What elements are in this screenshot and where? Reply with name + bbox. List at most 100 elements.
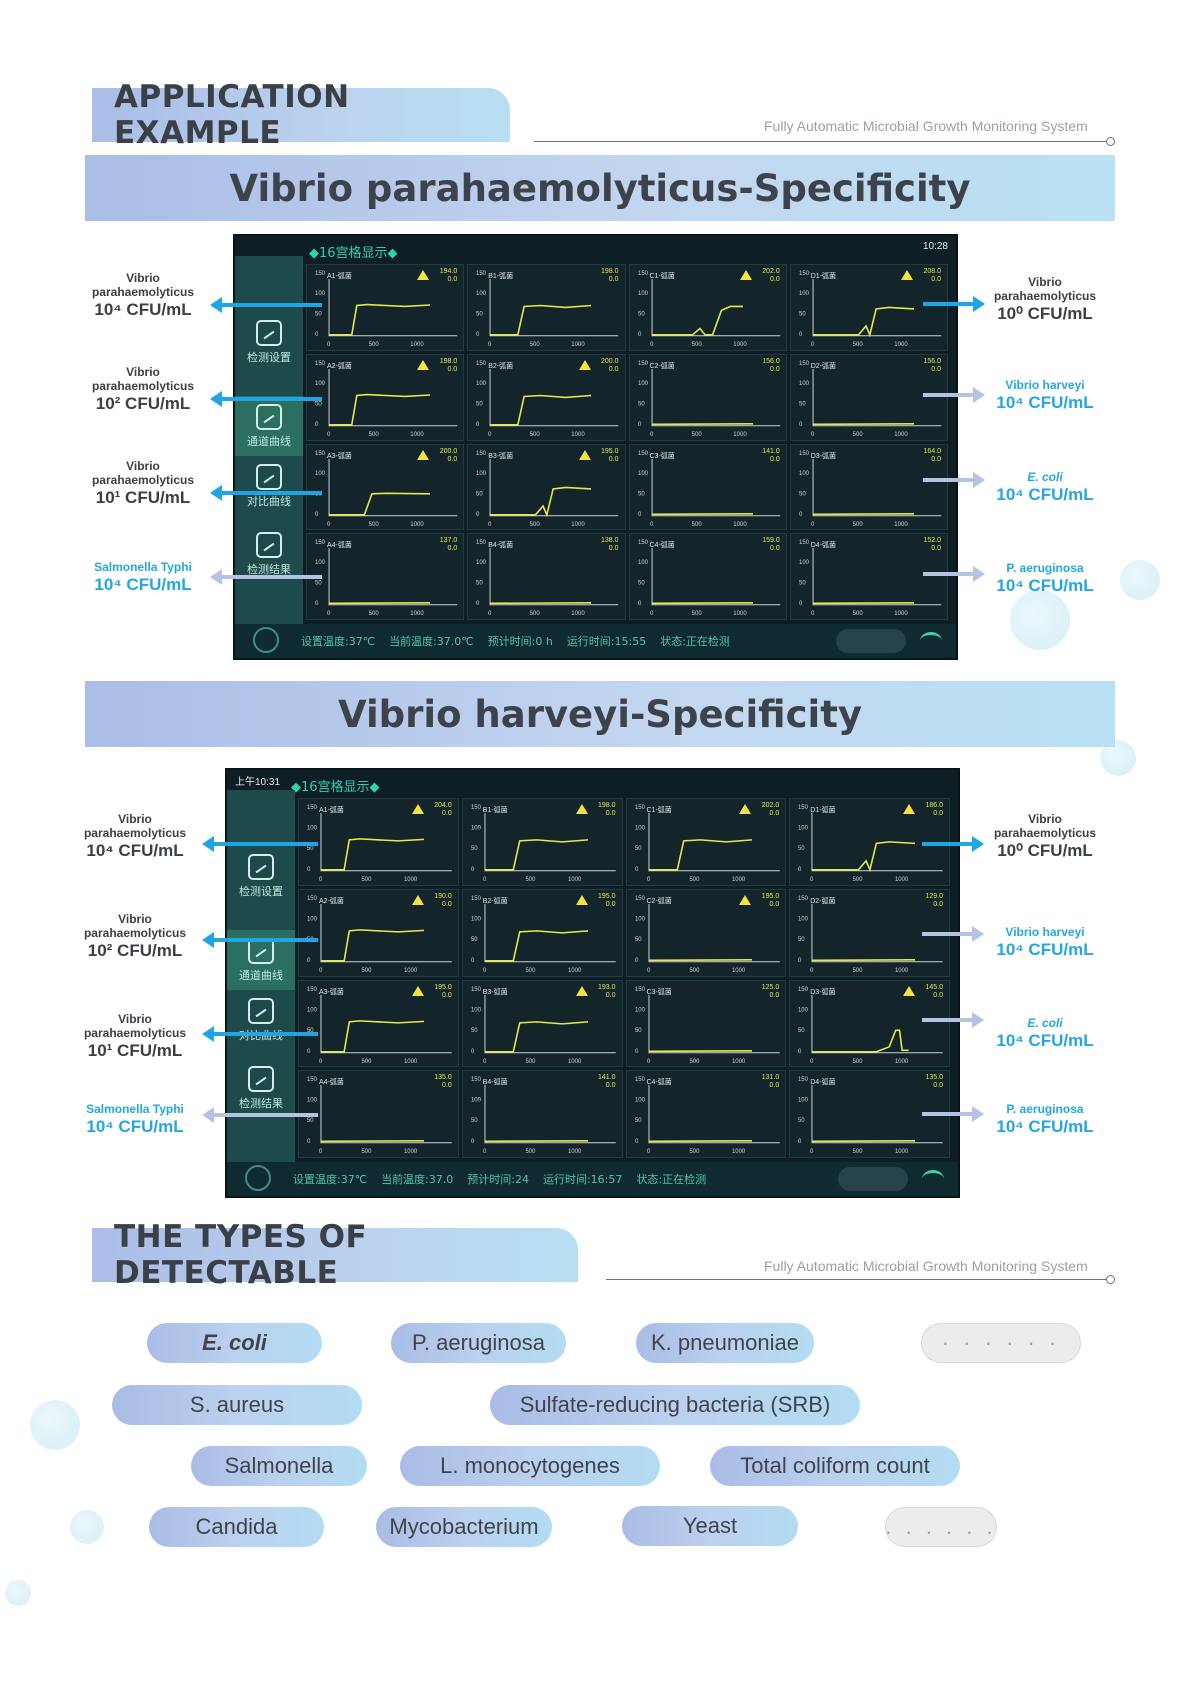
channel-cell[interactable]: 150 100 50 0 0 500 1000 C4-弧菌 131.0 0.0 <box>625 1070 787 1158</box>
y-tick-label: 100 <box>471 1007 482 1013</box>
sidebar-item[interactable]: 检测设置 <box>227 846 295 906</box>
status-text: 运行时间:16:57 <box>542 1173 623 1186</box>
channel-cell[interactable]: 150 100 50 0 0 500 1000 D4-弧菌 152.0 0.0 <box>789 533 948 620</box>
specificity-banner: Vibrio harveyi-Specificity <box>85 681 1115 747</box>
channel-cell[interactable]: 150 100 50 0 0 500 1000 B1-弧菌 198.0 0.0 <box>467 264 626 351</box>
channel-cell[interactable]: 150 100 50 0 0 500 1000 A4-弧菌 137.0 0.0 <box>306 533 465 620</box>
channel-cell[interactable]: 150 100 50 0 0 500 1000 D3-弧菌 145.0 0.0 <box>789 979 950 1068</box>
growth-curve <box>320 838 425 871</box>
channel-cell[interactable]: 150 100 50 0 0 500 1000 A4-弧菌 135.0 0.0 <box>298 1070 459 1158</box>
channel-cell[interactable]: 150 100 50 0 0 500 1000 B2-弧菌 200.0 0.0 <box>467 353 626 441</box>
concentration-label: 10⁰ CFU/mL <box>997 304 1093 323</box>
print-button[interactable] <box>838 1167 908 1191</box>
channel-cell[interactable]: 150 100 50 0 0 500 1000 B3-弧菌 195.0 0.0 <box>467 443 626 531</box>
channel-name: A2-弧菌 <box>319 897 344 905</box>
y-tick-label: 0 <box>634 867 638 873</box>
y-tick-label: 50 <box>471 1118 478 1124</box>
channel-values: 137.0 0.0 <box>439 537 458 553</box>
channel-cell[interactable]: 150 100 50 0 0 500 1000 A1-弧菌 194.0 0.0 <box>306 264 465 351</box>
chart-axes <box>489 368 619 427</box>
arrow-right-icon <box>922 1012 984 1028</box>
right-annotation: P. aeruginosa 10⁴ CFU/mL <box>985 561 1105 597</box>
status-text: 状态:正在检测 <box>660 635 730 648</box>
channel-values: 195.0 0.0 <box>597 892 616 908</box>
device-status-bar: 设置温度:37℃ 当前温度:37.0℃ 预计时间:0 h 运行时间:15:55 状态:正… <box>235 624 956 658</box>
print-button[interactable] <box>836 629 906 653</box>
sidebar-item[interactable]: 对比曲线 <box>227 990 295 1050</box>
channel-cell[interactable]: 150 100 50 0 0 500 1000 C3-弧菌 125.0 0.0 <box>625 979 787 1068</box>
channel-cell[interactable]: 150 100 50 0 0 500 1000 C4-弧菌 159.0 0.0 <box>628 533 787 620</box>
annotation-line: parahaemolyticus <box>91 285 195 299</box>
bacteria-chip: L. monocytogenes <box>400 1446 660 1486</box>
concentration-label: 10⁴ CFU/mL <box>94 300 192 319</box>
growth-curve <box>484 839 588 871</box>
arrow-right-icon <box>923 387 985 403</box>
channel-cell[interactable]: 150 100 50 0 0 500 1000 C1-弧菌 202.0 0.0 <box>625 798 787 886</box>
y-tick-label: 150 <box>799 271 810 277</box>
chart-icon <box>248 997 274 1024</box>
x-tick-label: 500 <box>689 968 700 974</box>
annotation-line: Vibrio <box>1028 275 1062 289</box>
channel-cell[interactable]: 150 100 50 0 0 500 1000 D3-弧菌 164.0 0.0 <box>789 443 948 531</box>
sidebar-item[interactable]: 检测设置 <box>235 312 303 372</box>
channel-cell[interactable]: 150 100 50 0 0 500 1000 D2-弧菌 156.0 0.0 <box>789 353 948 441</box>
right-annotation: E. coli 10⁴ CFU/mL <box>985 1016 1105 1052</box>
channel-cell[interactable]: 150 100 50 0 0 500 1000 D2-弧菌 129.0 0.0 <box>789 888 950 977</box>
channel-cell[interactable]: 150 100 50 0 0 500 1000 D1-弧菌 186.0 0.0 <box>789 798 950 886</box>
y-tick-label: 0 <box>476 422 480 428</box>
channel-cell[interactable]: 150 100 50 0 0 500 1000 B1-弧菌 198.0 0.0 <box>461 798 623 886</box>
channel-cell[interactable]: 150 100 50 0 0 500 1000 C2-弧菌 195.0 0.0 <box>625 888 787 977</box>
channel-cell[interactable]: 150 100 50 0 0 500 1000 C1-弧菌 202.0 0.0 <box>628 264 787 351</box>
right-annotation: P. aeruginosa 10⁴ CFU/mL <box>985 1102 1105 1138</box>
channel-name: A4-弧菌 <box>319 1079 344 1087</box>
channel-values: 200.0 0.0 <box>600 357 619 373</box>
y-tick-label: 150 <box>798 805 809 811</box>
x-tick-label: 1000 <box>572 342 586 348</box>
sidebar-item[interactable]: 对比曲线 <box>235 456 303 516</box>
channel-cell[interactable]: 150 100 50 0 0 500 1000 D1-弧菌 208.0 0.0 <box>789 264 948 351</box>
channel-name: C1-弧菌 <box>646 807 672 814</box>
channel-cell[interactable]: 150 100 50 0 0 500 1000 B3-弧菌 193.0 0.0 <box>461 979 623 1068</box>
channel-cell[interactable]: 150 100 50 0 0 500 1000 C3-弧菌 141.0 0.0 <box>628 443 787 531</box>
channel-name: D4-弧菌 <box>810 1079 836 1087</box>
channel-values: 194.0 0.0 <box>439 268 458 283</box>
y-tick-label: 0 <box>798 867 802 873</box>
y-tick-label: 50 <box>634 1028 641 1034</box>
sidebar-item[interactable]: 检测结果 <box>227 1058 295 1118</box>
y-tick-label: 150 <box>315 540 326 546</box>
x-tick-label: 0 <box>488 342 492 348</box>
channel-name: B2-弧菌 <box>488 362 514 370</box>
channel-cell[interactable]: 150 100 50 0 0 500 1000 B4-弧菌 138.0 0.0 <box>467 533 626 620</box>
x-tick-label: 1000 <box>572 432 586 438</box>
decor-bubble <box>30 1400 80 1450</box>
sidebar-item[interactable]: 通道曲线 <box>235 396 303 456</box>
y-tick-label: 50 <box>798 1118 805 1124</box>
x-tick-label: 0 <box>650 342 654 348</box>
y-tick-label: 150 <box>798 1077 809 1083</box>
annotation-line: parahaemolyticus <box>83 826 187 840</box>
status-text: 预计时间:0 h <box>487 635 553 648</box>
right-annotation: Vibrio parahaemolyticus 10⁰ CFU/mL <box>985 812 1105 862</box>
y-tick-label: 50 <box>307 1028 314 1034</box>
channel-cell[interactable]: 150 100 50 0 0 500 1000 B2-弧菌 195.0 0.0 <box>461 888 623 977</box>
channel-values: 152.0 0.0 <box>923 537 941 553</box>
x-tick-label: 500 <box>530 432 541 438</box>
y-tick-label: 150 <box>638 271 649 277</box>
channel-cell[interactable]: 150 100 50 0 0 500 1000 A1-弧菌 204.0 0.0 <box>298 798 459 886</box>
channel-cell[interactable]: 150 100 50 0 0 500 1000 A3-弧菌 195.0 0.0 <box>298 979 459 1068</box>
x-tick-label: 1000 <box>733 611 747 617</box>
x-tick-label: 1000 <box>410 342 424 348</box>
sidebar-item[interactable]: 检测结果 <box>235 524 303 584</box>
channel-cell[interactable]: 150 100 50 0 0 500 1000 A2-弧菌 198.0 0.0 <box>306 353 465 441</box>
channel-cell[interactable]: 150 100 50 0 0 500 1000 C2-弧菌 156.0 0.0 <box>628 353 787 441</box>
channel-name: A3-弧菌 <box>319 988 344 996</box>
x-tick-label: 0 <box>810 968 814 974</box>
y-tick-label: 150 <box>307 805 318 811</box>
growth-curve <box>812 306 914 338</box>
channel-cell[interactable]: 150 100 50 0 0 500 1000 B4-弧菌 141.0 0.0 <box>461 1070 623 1158</box>
